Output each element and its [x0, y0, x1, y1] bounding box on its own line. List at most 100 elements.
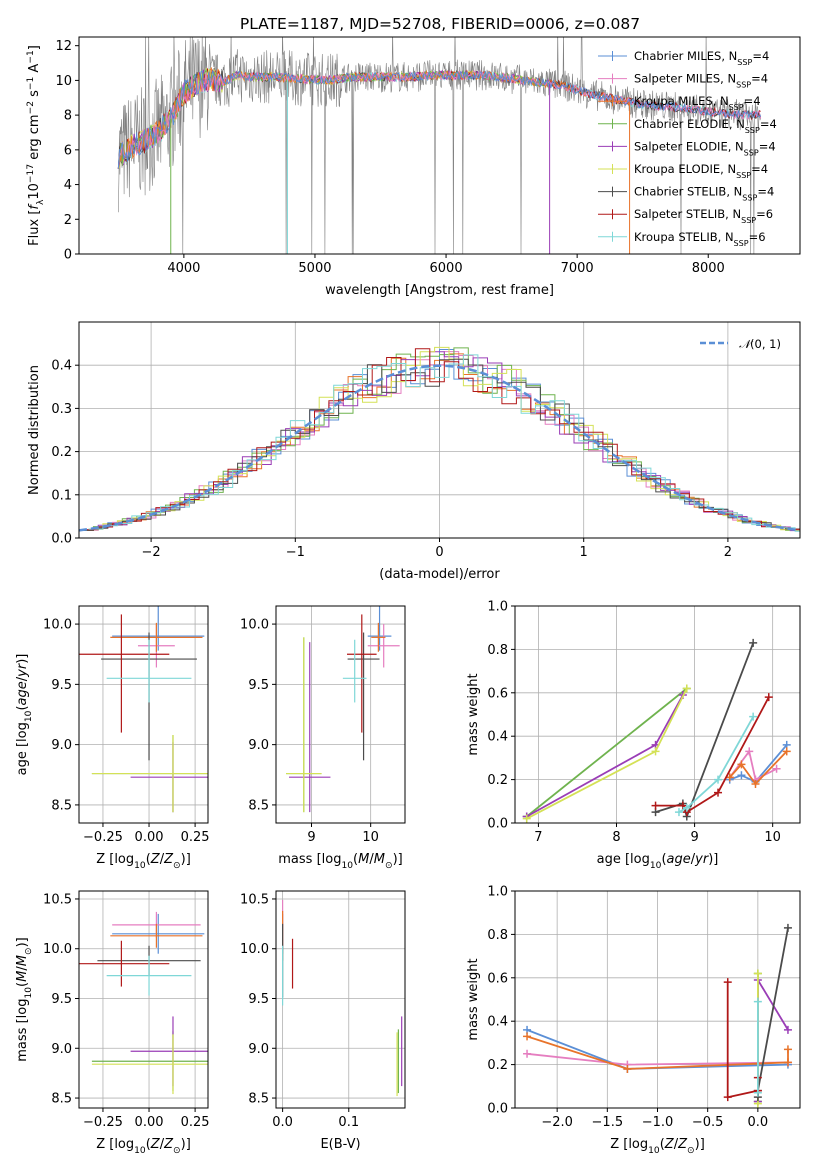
- plot-area: [522, 638, 791, 823]
- ytick-label: 0.1: [51, 488, 72, 503]
- ytick-label: 0: [64, 248, 72, 263]
- xtick-label: 0.0: [748, 1115, 769, 1130]
- ytick-label: 10.0: [240, 618, 269, 633]
- axes: 9 10 8.5 9.0 9.5 10.0 mass [log10(M/M⊙)]: [240, 605, 406, 871]
- ytick-label: 9.5: [248, 992, 269, 1007]
- point-kroupa_stelib: [753, 997, 762, 1006]
- series-kroupa_miles: [523, 1032, 792, 1073]
- errorbar-chabrier_miles: [112, 913, 205, 954]
- ytick-label: 8.5: [51, 798, 72, 813]
- point-salpeter_stelib: [651, 801, 660, 810]
- ytick-label: 0.0: [51, 532, 72, 547]
- y-axis-label: Normed distribution: [27, 365, 42, 495]
- xtick-label: −0.25: [83, 830, 123, 845]
- ytick-label: 10: [55, 74, 72, 89]
- ytick-label: 0.0: [487, 1102, 508, 1117]
- plot-area: [523, 923, 792, 1108]
- point-kroupa_miles: [737, 760, 746, 769]
- xtick-label: −1.5: [592, 1115, 624, 1130]
- point-kroupa_elodie: [682, 684, 691, 693]
- xtick-label: 4000: [167, 261, 200, 276]
- legend: Chabrier MILES, NSSP=4 Salpeter MILES, NS…: [598, 49, 777, 247]
- y-axis-label: mass weight: [466, 958, 481, 1040]
- point-kroupa_miles: [523, 1032, 532, 1041]
- ytick-label: 0.4: [51, 359, 72, 374]
- ytick-label: 0.4: [487, 730, 508, 745]
- panel-mass_weight_vs_Z: −2.0 −1.5 −1.0 −0.5 0.0 0.0 0.2 0.4 0.6 0.8 1.0 Z […: [466, 885, 801, 1156]
- legend-label-salpeter_miles: Salpeter MILES, NSSP=4: [634, 72, 768, 90]
- point-kroupa_stelib: [682, 803, 691, 812]
- grid: [276, 891, 405, 1108]
- ytick-label: 1.0: [487, 885, 508, 900]
- point-kroupa_stelib: [714, 775, 723, 784]
- line-kroupa_miles: [526, 1035, 789, 1070]
- ytick-label: 2: [64, 213, 72, 228]
- errorbar-kroupa_miles: [110, 923, 203, 948]
- axes-frame: [78, 36, 801, 255]
- ytick-label: 10.0: [43, 618, 72, 633]
- errorbar-chabrier_stelib: [347, 632, 380, 761]
- errorbar-chabrier_miles: [367, 606, 392, 651]
- xtick-label: −2.0: [541, 1115, 573, 1130]
- axes-frame: [514, 605, 801, 824]
- axes: 0.0 0.1 8.5 9.0 9.5 10.0 10.5 E(B-V): [240, 890, 406, 1152]
- errorbar-kroupa_elodie: [91, 734, 208, 813]
- ytick-label: 0.0: [487, 817, 508, 832]
- point-kroupa_stelib: [749, 712, 758, 721]
- ytick-label: 4: [64, 178, 72, 193]
- panel-spectrum: 4000 5000 6000 7000 8000 0 2 4 6 8 10 12 wavelength …: [26, 36, 801, 298]
- xtick-label: 8: [612, 830, 620, 845]
- ytick-label: 0.2: [487, 1058, 508, 1073]
- errorbar-chabrier_miles: [112, 606, 205, 651]
- grid: [276, 606, 405, 823]
- errorbar-salpeter_elodie: [289, 642, 331, 813]
- line-kroupa_stelib: [678, 716, 754, 813]
- grid: [79, 606, 208, 823]
- legend-label-chabrier_stelib: Chabrier STELIB, NSSP=4: [634, 185, 774, 203]
- y-axis-label: mass weight: [466, 673, 481, 755]
- ytick-label: 8.5: [248, 1092, 269, 1107]
- ytick-label: 6: [64, 143, 72, 158]
- x-axis-label: mass [log10(M/M⊙)]: [278, 852, 402, 871]
- line-salpeter_stelib: [726, 982, 759, 1099]
- model-spectrum-chabrier_elodie: [117, 68, 551, 169]
- ytick-label: 0.4: [487, 1015, 508, 1030]
- point-kroupa_miles: [623, 1064, 632, 1073]
- xtick-label: 7000: [561, 261, 594, 276]
- ytick-label: 10.0: [43, 942, 72, 957]
- axes: −0.25 0.00 0.25 8.5 9.0 9.5 10.0 10.5 Z [log10(Z…: [15, 890, 210, 1156]
- axes: −0.25 0.00 0.25 8.5 9.0 9.5 10.0 Z [log10(Z/Z⊙)…: [15, 605, 210, 871]
- xtick-label: 6000: [430, 261, 463, 276]
- ytick-label: 0.6: [487, 971, 508, 986]
- panel-mass_vs_Z: −0.25 0.00 0.25 8.5 9.0 9.5 10.0 10.5 Z [log10(Z…: [15, 890, 210, 1156]
- errorbar-salpeter_stelib: [79, 614, 170, 733]
- point-kroupa_elodie: [753, 969, 762, 978]
- x-axis-label: E(B-V): [320, 1137, 360, 1152]
- ytick-label: 9.0: [51, 738, 72, 753]
- xtick-label: 0: [435, 545, 443, 560]
- xtick-label: −1: [286, 545, 305, 560]
- xtick-label: −2: [142, 545, 161, 560]
- errorbar-kroupa_miles: [371, 622, 386, 652]
- xtick-label: 9: [307, 830, 315, 845]
- ytick-label: 10.5: [43, 892, 72, 907]
- ytick-label: 0.2: [51, 445, 72, 460]
- histogram-chabrier_stelib: [79, 358, 800, 531]
- plot-area: [79, 911, 208, 1095]
- plot-area: [117, 37, 762, 254]
- plot-area: [79, 346, 800, 532]
- xtick-label: −0.5: [692, 1115, 724, 1130]
- line-chabrier_miles: [729, 744, 788, 783]
- errorbar-kroupa_miles: [110, 622, 203, 652]
- point-kroupa_stelib: [674, 808, 683, 817]
- point-salpeter_stelib: [723, 978, 732, 987]
- ytick-label: 8.5: [248, 798, 269, 813]
- axes: 4000 5000 6000 7000 8000 0 2 4 6 8 10 12 wavelength …: [26, 36, 801, 298]
- xtick-label: 1: [580, 545, 588, 560]
- series-kroupa_elodie: [522, 684, 691, 823]
- axes-frame: [78, 605, 209, 824]
- ytick-label: 10.5: [240, 892, 269, 907]
- grid: [515, 605, 800, 824]
- xtick-label: 0.0: [272, 1115, 293, 1130]
- xtick-label: 0.25: [181, 830, 210, 845]
